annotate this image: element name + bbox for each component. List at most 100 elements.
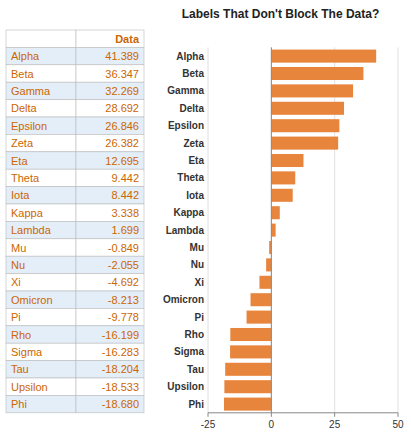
tick-mark xyxy=(208,413,209,417)
table-category: Tau xyxy=(11,363,29,375)
bar xyxy=(271,171,295,184)
table-cell xyxy=(6,65,76,82)
table-value: -9.778 xyxy=(108,311,139,323)
table-value: -2.055 xyxy=(108,259,139,271)
table-cell xyxy=(76,134,144,151)
bar xyxy=(271,224,275,237)
table-category: Upsilon xyxy=(11,381,48,393)
x-axis-line xyxy=(208,412,398,413)
table-cell xyxy=(6,134,76,151)
bar xyxy=(271,119,339,132)
table-header-cell xyxy=(6,30,76,47)
table-cell xyxy=(6,221,76,238)
table-value: -18.204 xyxy=(102,363,139,375)
category-label: Delta xyxy=(180,103,205,114)
table-value: 3.338 xyxy=(111,207,139,219)
table-cell xyxy=(76,65,144,82)
table-cell xyxy=(6,291,76,308)
y-axis: AlphaBetaGammaDeltaEpsilonZetaEtaThetaIo… xyxy=(163,51,205,410)
table-category: Xi xyxy=(11,276,21,288)
bar xyxy=(225,363,271,376)
table-category: Mu xyxy=(11,242,26,254)
table-cell xyxy=(76,82,144,99)
table: Data Alpha 41.389 Beta 36.347 Gamma 32.269 Delt… xyxy=(6,30,144,413)
bar xyxy=(259,276,271,289)
table-category: Alpha xyxy=(11,50,40,62)
grid-line xyxy=(398,47,399,412)
table-cell xyxy=(76,169,144,186)
category-label: Sigma xyxy=(174,346,204,357)
bar-chart: Labels That Don't Block The Data?-250255… xyxy=(163,7,404,430)
tick-mark xyxy=(334,413,335,417)
bar xyxy=(271,154,303,167)
category-label: Lambda xyxy=(166,225,205,236)
category-label: Kappa xyxy=(173,207,204,218)
table-category: Lambda xyxy=(11,224,52,236)
table-category: Sigma xyxy=(11,346,43,358)
grid-line xyxy=(208,47,209,412)
table-cell xyxy=(76,239,144,256)
bar xyxy=(271,67,363,80)
category-label: Gamma xyxy=(167,85,204,96)
table-cell xyxy=(6,395,76,412)
table-value: -18.533 xyxy=(102,381,139,393)
bar xyxy=(251,293,272,306)
table-header: Data xyxy=(115,33,140,45)
tick-label: -25 xyxy=(201,419,216,430)
table-cell xyxy=(6,308,76,325)
table-category: Delta xyxy=(11,102,38,114)
table-cell xyxy=(76,274,144,291)
table-cell xyxy=(6,256,76,273)
table-cell xyxy=(76,343,144,360)
table-category: Zeta xyxy=(11,137,34,149)
table-value: 36.347 xyxy=(105,68,139,80)
table-category: Epsilon xyxy=(11,120,47,132)
table-category: Kappa xyxy=(11,207,44,219)
bar xyxy=(266,258,271,271)
x-axis: -2502550 xyxy=(201,47,404,429)
category-label: Rho xyxy=(185,329,204,340)
category-label: Upsilon xyxy=(167,381,204,392)
table-cell xyxy=(76,152,144,169)
table-value: 8.442 xyxy=(111,189,139,201)
table-value: -4.692 xyxy=(108,276,139,288)
table-value: 26.846 xyxy=(105,120,139,132)
table-cell xyxy=(6,274,76,291)
table-cell xyxy=(76,256,144,273)
bars xyxy=(224,50,376,411)
table-cell xyxy=(76,395,144,412)
bar xyxy=(230,328,271,341)
category-label: Nu xyxy=(191,259,204,270)
table-value: 9.442 xyxy=(111,172,139,184)
bar xyxy=(224,380,271,393)
table-value: 41.389 xyxy=(105,50,139,62)
table-category: Beta xyxy=(11,68,35,80)
table-cell xyxy=(6,152,76,169)
table-value: -8.213 xyxy=(108,294,139,306)
category-label: Tau xyxy=(187,364,204,375)
title: Labels That Don't Block The Data? xyxy=(182,7,380,21)
tick-label: 0 xyxy=(269,419,275,430)
table-category: Pi xyxy=(11,311,21,323)
table-cell xyxy=(76,291,144,308)
category-label: Alpha xyxy=(176,51,204,62)
category-label: Xi xyxy=(195,277,205,288)
table-cell xyxy=(6,187,76,204)
table-cell xyxy=(6,117,76,134)
category-label: Theta xyxy=(177,172,204,183)
table-category: Rho xyxy=(11,329,31,341)
table-category: Gamma xyxy=(11,85,51,97)
table-cell xyxy=(76,221,144,238)
chart-root: Data Alpha 41.389 Beta 36.347 Gamma 32.269 Delt… xyxy=(0,0,411,441)
category-label: Pi xyxy=(195,312,205,323)
bar xyxy=(271,189,292,202)
table-cell xyxy=(6,100,76,117)
table-cell xyxy=(76,117,144,134)
table-value: -18.680 xyxy=(102,398,139,410)
table-cell xyxy=(6,82,76,99)
tick-label: 50 xyxy=(392,419,404,430)
table-value: 32.269 xyxy=(105,85,139,97)
table-cell xyxy=(76,308,144,325)
table-cell xyxy=(6,239,76,256)
table-value: 1.699 xyxy=(111,224,139,236)
